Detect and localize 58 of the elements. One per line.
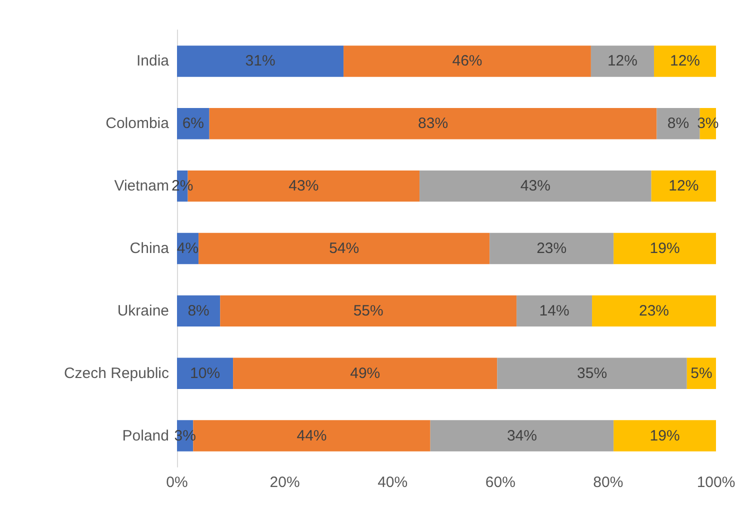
data-label: 12%: [670, 52, 700, 70]
bar: [220, 295, 517, 327]
bar: [344, 46, 591, 77]
data-label: 4%: [176, 240, 199, 257]
bar: [233, 358, 498, 389]
bar: [198, 232, 490, 264]
bar: [209, 108, 657, 140]
y-tick-label: China: [130, 240, 170, 257]
y-tick-label: Poland: [122, 427, 169, 444]
bar: [654, 46, 716, 77]
bar: [177, 108, 210, 140]
bar: [614, 232, 716, 264]
x-tick-label: 40%: [378, 474, 408, 491]
data-label: 43%: [288, 178, 319, 195]
bar: [497, 358, 687, 389]
x-tick-label: 100%: [696, 474, 736, 491]
y-tick-label: Vietnam: [114, 178, 169, 195]
data-label: 46%: [452, 52, 482, 70]
data-label: 8%: [667, 115, 690, 132]
data-label: 23%: [639, 302, 670, 320]
bar: [592, 295, 716, 327]
data-label: 19%: [650, 427, 680, 444]
data-label: 19%: [650, 240, 680, 257]
data-label: 23%: [536, 240, 567, 257]
data-label: 12%: [607, 52, 638, 70]
bar: [651, 170, 716, 202]
data-label: 35%: [577, 364, 608, 382]
x-tick-label: 0%: [166, 474, 188, 491]
data-label: 14%: [539, 302, 570, 320]
bar: [516, 295, 592, 327]
y-tick-label: India: [136, 52, 170, 70]
data-label: 49%: [350, 364, 380, 382]
data-label: 8%: [188, 302, 210, 320]
data-label: 12%: [668, 178, 699, 195]
bar: [490, 232, 614, 264]
data-label: 6%: [182, 115, 204, 132]
data-label: 31%: [245, 52, 276, 70]
data-label: 54%: [329, 240, 360, 257]
y-tick-label: Czech Republic: [64, 364, 170, 382]
x-tick-label: 60%: [485, 474, 516, 491]
bar: [177, 358, 234, 389]
data-label: 43%: [520, 178, 550, 195]
data-label: 5%: [690, 364, 712, 382]
bar: [420, 170, 652, 202]
data-label: 55%: [353, 302, 384, 320]
x-tick-label: 80%: [593, 474, 624, 491]
bar: [590, 46, 654, 77]
data-label: 34%: [506, 427, 537, 444]
x-tick-label: 20%: [270, 474, 300, 491]
bar: [177, 295, 220, 327]
data-label: 10%: [190, 364, 220, 382]
data-label: 83%: [418, 115, 448, 132]
y-tick-label: Colombia: [106, 115, 170, 132]
bar: [614, 420, 716, 452]
data-label: 44%: [296, 427, 327, 444]
bar: [177, 46, 344, 77]
bar: [430, 420, 614, 452]
y-tick-label: Ukraine: [117, 302, 169, 320]
